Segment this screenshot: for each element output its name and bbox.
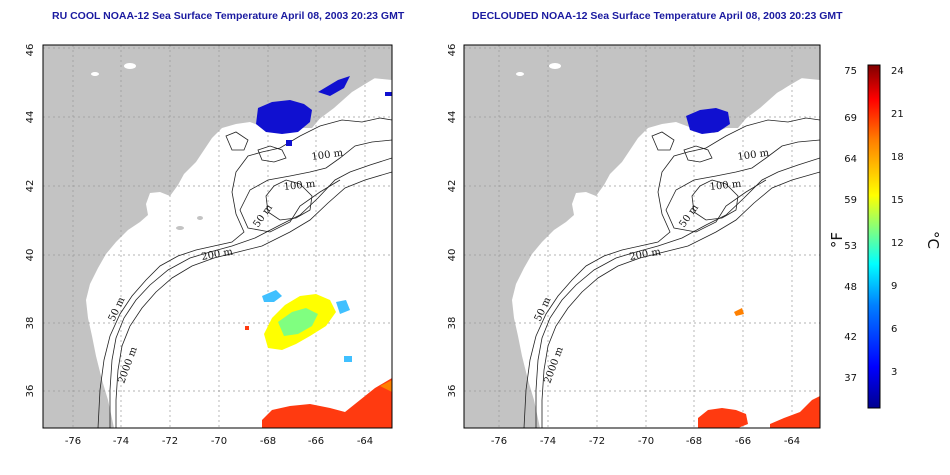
y-tick-label: 46 (447, 44, 458, 57)
f-tick-label: 53 (844, 241, 857, 252)
f-tick-label: 42 (844, 332, 857, 343)
c-tick-label: 21 (891, 109, 904, 120)
c-tick-label: 24 (891, 66, 904, 77)
left-sst-warm-patches (245, 290, 392, 428)
f-tick-label: 48 (844, 282, 857, 293)
x-tick-label: -76 (65, 436, 81, 447)
x-tick-label: -66 (735, 436, 751, 447)
x-tick-label: -76 (491, 436, 507, 447)
x-tick-label: -74 (113, 436, 129, 447)
right-sst-warm-patches (698, 308, 820, 428)
y-tick-label: 42 (447, 180, 458, 193)
contour-label: 100 m (311, 148, 344, 163)
y-tick-label: 38 (447, 317, 458, 330)
left-bathymetry-contours (97, 117, 392, 428)
y-tick-label: 36 (25, 385, 36, 398)
left-x-axis: -76 -74 -72 -70 -68 -66 -64 (65, 436, 373, 447)
y-tick-label: 40 (447, 249, 458, 262)
f-tick-label: 37 (844, 373, 857, 384)
c-tick-label: 15 (891, 195, 904, 206)
left-map-title: RU COOL NOAA-12 Sea Surface Temperature … (52, 10, 405, 22)
x-tick-label: -70 (638, 436, 654, 447)
f-tick-label: 59 (844, 195, 857, 206)
x-tick-label: -74 (540, 436, 556, 447)
x-tick-label: -64 (357, 436, 373, 447)
x-tick-label: -66 (308, 436, 324, 447)
c-tick-label: 3 (891, 367, 897, 378)
x-tick-label: -72 (162, 436, 178, 447)
contour-label: 100 m (283, 179, 316, 193)
y-tick-label: 42 (25, 180, 36, 193)
c-tick-label: 9 (891, 281, 897, 292)
f-tick-label: 75 (844, 66, 857, 77)
temperature-colorbar: 75 69 64 59 53 48 42 37 24 21 18 15 12 9… (828, 64, 942, 409)
x-tick-label: -64 (784, 436, 800, 447)
y-tick-label: 46 (25, 44, 36, 57)
y-tick-label: 36 (447, 385, 458, 398)
left-map-panel: 100 m 100 m 50 m 200 m 50 m 2000 m (25, 44, 393, 447)
left-y-axis: 36 38 40 42 44 46 (25, 44, 36, 398)
right-map-title: DECLOUDED NOAA-12 Sea Surface Temperatur… (472, 10, 843, 22)
c-tick-label: 18 (891, 152, 904, 163)
y-tick-label: 44 (25, 111, 36, 124)
c-tick-label: 12 (891, 238, 904, 249)
right-map-panel: 100 m 100 m 50 m 200 m 50 m 2000 m -76 -… (447, 44, 821, 447)
contour-label: 100 m (709, 179, 742, 193)
f-tick-label: 64 (844, 154, 857, 165)
left-sst-cold-patch (256, 76, 392, 146)
right-map-frame (463, 44, 821, 429)
c-tick-label: 6 (891, 324, 897, 335)
celsius-unit-label: °C (924, 231, 942, 249)
contour-label: 100 m (737, 148, 770, 163)
left-gridlines (43, 45, 392, 428)
y-tick-label: 44 (447, 111, 458, 124)
y-tick-label: 38 (25, 317, 36, 330)
fahrenheit-unit-label: °F (828, 232, 846, 248)
y-tick-label: 40 (25, 249, 36, 262)
x-tick-label: -72 (589, 436, 605, 447)
right-bathymetry-contours (523, 117, 820, 428)
colorbar-celsius-ticks: 24 21 18 15 12 9 6 3 (891, 66, 904, 378)
right-gridlines (464, 45, 820, 428)
x-tick-label: -68 (260, 436, 276, 447)
left-map-frame (42, 44, 393, 429)
x-tick-label: -68 (686, 436, 702, 447)
land-area (464, 45, 820, 428)
land-area (43, 45, 392, 428)
right-sst-cold-patch (686, 108, 730, 134)
colorbar-gradient (867, 64, 881, 409)
f-tick-label: 69 (844, 113, 857, 124)
right-x-axis: -76 -74 -72 -70 -68 -66 -64 (491, 436, 800, 447)
right-y-axis: 36 38 40 42 44 46 (447, 44, 458, 398)
x-tick-label: -70 (211, 436, 227, 447)
colorbar-fahrenheit-ticks: 75 69 64 59 53 48 42 37 (844, 66, 857, 384)
